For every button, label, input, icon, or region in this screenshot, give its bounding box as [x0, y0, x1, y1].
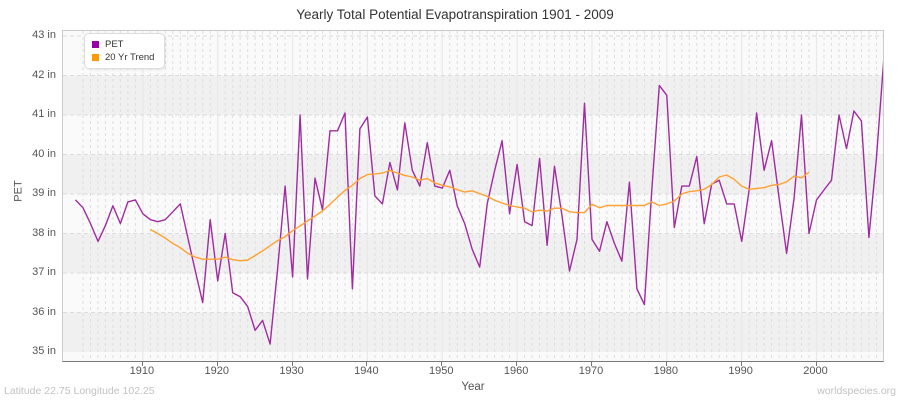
y-tick-label: 35 in — [32, 345, 56, 357]
x-tick-label: 1990 — [728, 365, 753, 377]
plot-svg — [63, 31, 883, 361]
chart-title: Yearly Total Potential Evapotranspiratio… — [296, 7, 614, 22]
legend-label: 20 Yr Trend — [105, 52, 155, 63]
y-tick-label: 43 in — [32, 29, 56, 41]
x-tick-mark — [740, 362, 742, 366]
legend-swatch-icon — [92, 41, 99, 48]
x-tick-mark — [590, 362, 592, 366]
x-tick-mark — [815, 362, 817, 366]
y-tick-label: 41 in — [32, 108, 56, 120]
x-tick-label: 1960 — [503, 365, 529, 377]
y-tick-label: 38 in — [32, 226, 56, 239]
watermark-label: worldspecies.org — [817, 385, 896, 397]
y-tick-label: 37 in — [32, 266, 56, 278]
x-tick-mark — [291, 362, 293, 366]
y-tick-label: 42 in — [32, 68, 56, 81]
plot-area — [62, 30, 884, 362]
x-tick-label: 1920 — [204, 365, 229, 377]
x-tick-label: 1970 — [578, 365, 604, 377]
y-tick-label: 40 in — [32, 147, 56, 160]
x-tick-label: 1980 — [653, 365, 679, 377]
x-tick-mark — [441, 362, 443, 366]
legend-item: PET — [92, 38, 154, 51]
x-tick-mark — [216, 362, 218, 366]
x-tick-mark — [516, 362, 518, 366]
coordinates-label: Latitude 22.75 Longitude 102.25 — [4, 385, 155, 397]
y-tick-label: 39 in — [32, 187, 56, 199]
x-tick-label: 1940 — [354, 365, 379, 377]
x-tick-label: 1930 — [279, 365, 304, 377]
x-tick-label: 1950 — [429, 365, 454, 377]
legend: PET 20 Yr Trend — [84, 33, 166, 69]
legend-item: 20 Yr Trend — [92, 51, 154, 64]
x-axis-title: Year — [461, 381, 485, 393]
x-tick-label: 1910 — [129, 365, 155, 377]
legend-swatch-icon — [92, 54, 99, 61]
x-tick-mark — [665, 362, 667, 366]
y-tick-label: 36 in — [32, 305, 56, 318]
x-tick-mark — [141, 362, 143, 366]
x-tick-mark — [366, 362, 368, 366]
x-tick-label: 2000 — [803, 365, 828, 377]
legend-label: PET — [105, 39, 124, 50]
